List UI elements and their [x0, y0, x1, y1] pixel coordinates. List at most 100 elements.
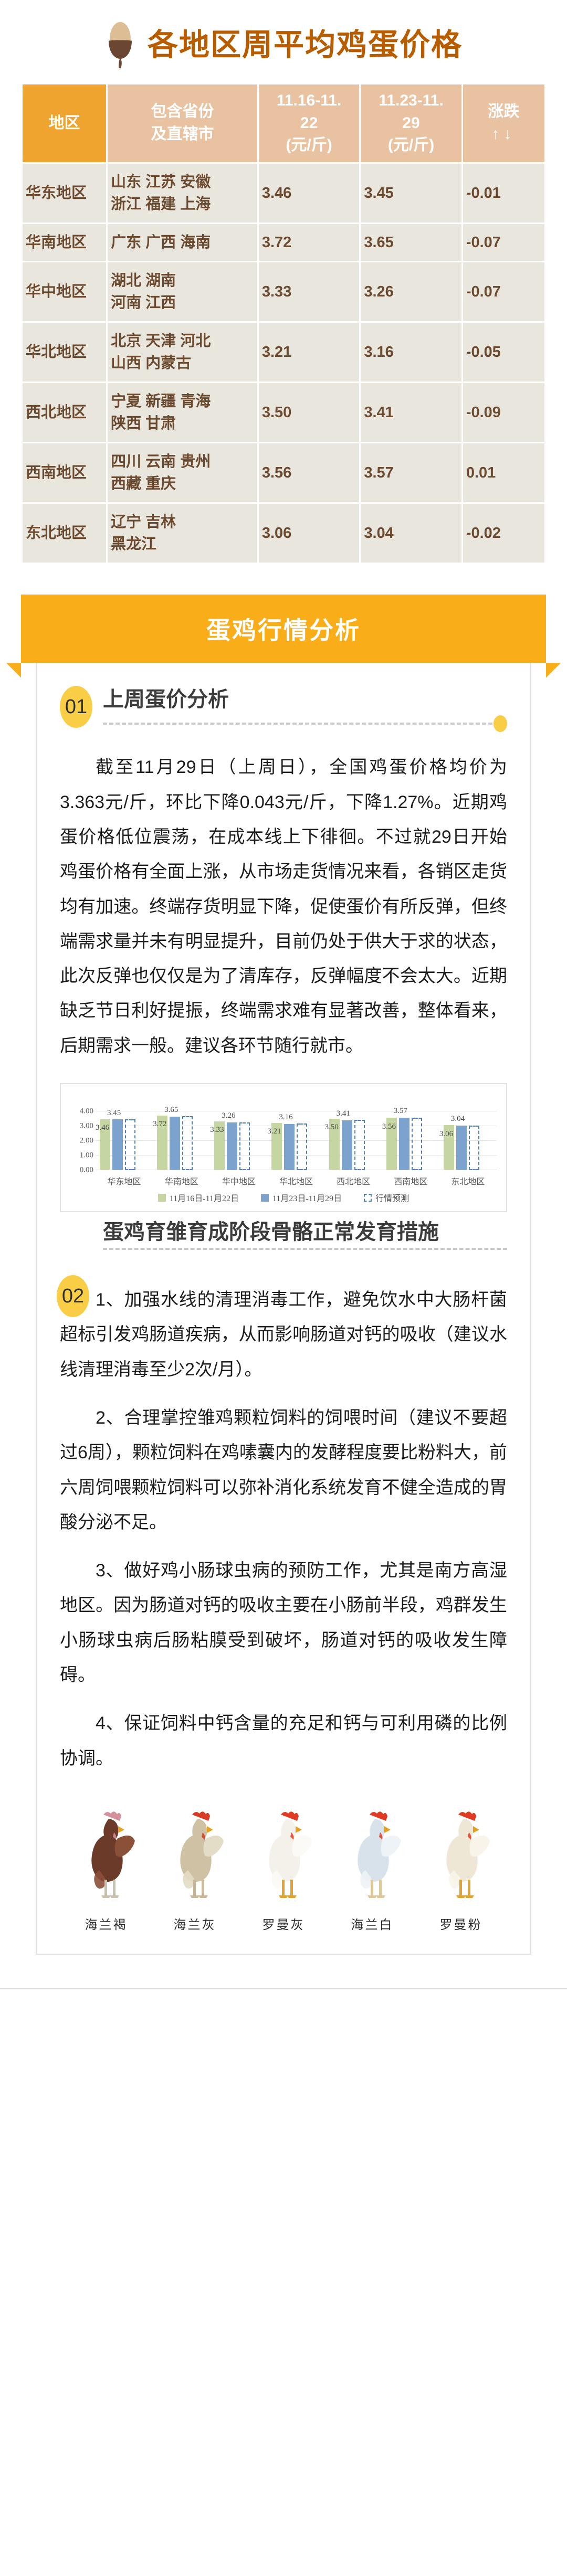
section-02-header: 02 蛋鸡育雏育成阶段骨骼正常发育措施 [57, 1212, 507, 1318]
chart-bar-2 [284, 1123, 295, 1171]
chart-bar-1 [329, 1119, 340, 1171]
cell-provinces: 宁夏 新疆 青海 陕西 甘肃 [108, 383, 257, 442]
chart-bar-1 [157, 1115, 168, 1171]
chart-bar-1 [100, 1119, 110, 1171]
col-header-week1-line2: 22 [300, 114, 318, 132]
chart-x-tick: 华东地区 [107, 1178, 141, 1187]
legend-swatch-icon [364, 1193, 372, 1202]
cell-week2-price: 3.41 [361, 383, 461, 442]
chart-data-label: 3.50 [324, 1123, 339, 1132]
section-01-divider [103, 715, 507, 733]
col-header-week2-unit: (元/斤) [387, 136, 435, 154]
cell-provinces-line: 河南 江西 [111, 294, 176, 311]
chart-data-label: 3.72 [153, 1120, 167, 1129]
breed-name: 罗曼粉 [439, 1917, 482, 1932]
chart-bar-3 [239, 1122, 250, 1171]
cell-change: -0.02 [463, 504, 544, 563]
cell-provinces-line: 山东 江苏 安徽 [111, 173, 211, 190]
cell-week2-price: 3.04 [361, 504, 461, 563]
col-header-change: 涨跌 ↑↓ [463, 84, 544, 162]
analysis-ribbon: 蛋鸡行情分析 [21, 595, 546, 663]
dashed-line [103, 723, 492, 725]
section-02-list-item: 2、合理掌控雏鸡颗粒饲料的饲喂时间（建议不要超过6周），颗粒饲料在鸡嗉囊内的发酵… [60, 1407, 507, 1532]
cell-week1-price: 3.33 [258, 262, 360, 322]
cell-provinces-line: 湖北 湖南 [111, 272, 176, 289]
cell-change: -0.07 [463, 262, 544, 322]
analysis-card: 蛋鸡行情分析 01 上周蛋价分析 截至11月29日（上周日），全国鸡蛋价格均价为… [6, 595, 561, 1955]
cell-change: -0.05 [463, 323, 544, 382]
chart-data-label: 3.16 [279, 1112, 293, 1121]
chart-bar-2 [227, 1122, 238, 1171]
footer-divider [0, 1988, 567, 1989]
chart-bar-2 [112, 1119, 123, 1171]
table-row: 东北地区 辽宁 吉林 黑龙江 3.06 3.04 -0.02 [23, 504, 544, 563]
cell-provinces-line: 山西 内蒙古 [111, 355, 192, 372]
breed-item: 海兰褐 [62, 1807, 150, 1933]
cell-provinces-line: 宁夏 新疆 青海 [111, 393, 211, 410]
chart-data-label: 3.04 [450, 1115, 465, 1123]
section-02-header-body: 蛋鸡育雏育成阶段骨骼正常发育措施 [103, 1218, 507, 1250]
chart-x-tick: 华中地区 [222, 1178, 256, 1187]
section-01-number-badge: 01 [60, 686, 92, 728]
cell-change: -0.09 [463, 383, 544, 442]
chart-bar-3 [354, 1119, 365, 1171]
chart-x-tick: 东北地区 [451, 1178, 485, 1187]
col-header-provinces-line2: 及直辖市 [151, 125, 214, 143]
breed-item: 海兰灰 [151, 1807, 239, 1933]
chicken-icon [417, 1807, 505, 1907]
chart-legend-item: 11月23日-11月29日 [260, 1191, 342, 1204]
legend-label: 11月23日-11月29日 [272, 1194, 342, 1204]
chart-y-tick: 3.00 [79, 1121, 93, 1130]
chart-x-tick: 西南地区 [394, 1178, 428, 1187]
cell-week1-price: 3.50 [258, 383, 360, 442]
chart-group: 3.56 3.57 西南地区 [382, 1104, 439, 1186]
col-header-provinces-line1: 包含省份 [151, 103, 214, 121]
cell-provinces: 辽宁 吉林 黑龙江 [108, 504, 257, 563]
cell-region: 西北地区 [23, 383, 107, 442]
page-header: 各地区周平均鸡蛋价格 [0, 0, 567, 83]
chicken-icon [62, 1807, 150, 1907]
chart-group: 3.46 3.45 华东地区 [96, 1104, 153, 1186]
col-header-change-label: 涨跌 [488, 103, 520, 121]
cell-week1-price: 3.72 [258, 224, 360, 261]
chart-bar-1 [386, 1118, 397, 1171]
price-table: 地区 包含省份 及直辖市 11.16-11. 22 (元/斤) 11.23-11… [21, 83, 546, 564]
cell-region: 西南地区 [23, 443, 107, 503]
cell-week1-price: 3.06 [258, 504, 360, 563]
ribbon-tail-right [546, 663, 561, 678]
cell-region: 华东地区 [23, 163, 107, 222]
breed-item: 罗曼灰 [239, 1807, 328, 1933]
chart-data-label: 3.46 [96, 1123, 110, 1132]
chart-bar-2 [170, 1116, 181, 1171]
chart-group: 3.50 3.41 西北地区 [324, 1104, 382, 1186]
cell-week2-price: 3.26 [361, 262, 461, 322]
cell-week1-price: 3.21 [258, 323, 360, 382]
trend-arrows-icon: ↑↓ [491, 125, 516, 143]
chart-y-tick: 1.00 [79, 1151, 93, 1160]
price-table-wrapper: 地区 包含省份 及直辖市 11.16-11. 22 (元/斤) 11.23-11… [0, 83, 567, 564]
cell-week2-price: 3.16 [361, 323, 461, 382]
chart-y-tick: 4.00 [79, 1107, 93, 1116]
cell-provinces-line: 辽宁 吉林 [111, 514, 176, 531]
chart-data-label: 3.41 [336, 1109, 350, 1118]
col-header-week2: 11.23-11. 29 (元/斤) [361, 84, 461, 162]
chart-group: 3.33 3.26 华中地区 [210, 1104, 267, 1186]
cell-provinces-line: 四川 云南 贵州 [111, 453, 211, 471]
chart-data-label: 3.26 [222, 1111, 236, 1120]
chart-data-label: 3.56 [382, 1122, 396, 1131]
table-row: 华南地区 广东 广西 海南 3.72 3.65 -0.07 [23, 224, 544, 261]
breed-name: 海兰褐 [85, 1917, 128, 1932]
cell-change: 0.01 [463, 443, 544, 503]
chart-plot-area: 3.46 3.45 华东地区 3.72 3.65 华南地区 3.33 3.26 华中地区 3.21… [66, 1091, 501, 1189]
section-01-paragraph: 截至11月29日（上周日），全国鸡蛋价格均价为3.363元/斤，环比下降0.04… [60, 757, 507, 1056]
cell-region: 华南地区 [23, 224, 107, 261]
cell-provinces: 四川 云南 贵州 西藏 重庆 [108, 443, 257, 503]
chicken-icon [328, 1807, 416, 1907]
chart-legend: 11月16日-11月22日 11月23日-11月29日 行情预测 [66, 1191, 501, 1207]
chart-bar-1 [214, 1121, 225, 1171]
chart-x-tick: 华北地区 [279, 1178, 313, 1187]
chart-bar-3 [468, 1125, 479, 1171]
col-header-week2-line1: 11.23-11. [379, 92, 444, 109]
chicken-icon [151, 1807, 239, 1907]
cell-change: -0.07 [463, 224, 544, 261]
